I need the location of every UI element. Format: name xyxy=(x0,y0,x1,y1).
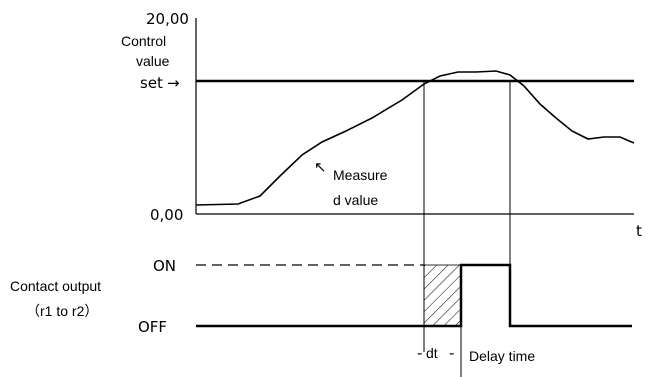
contact-output-title: Contact output xyxy=(10,278,101,294)
y-max-label: 20,00 xyxy=(146,10,189,28)
x-axis-label: t xyxy=(636,222,642,240)
contact-output-range: （r1 to r2） xyxy=(26,303,98,319)
measured-arrow: ↖ xyxy=(314,158,327,176)
dt-label: dt xyxy=(426,345,438,361)
set-label: set xyxy=(140,74,163,92)
dt-bracket-right: - xyxy=(449,344,454,362)
on-label: ON xyxy=(153,257,176,275)
measured-label-line2: d value xyxy=(333,192,378,208)
off-label: OFF xyxy=(138,318,167,336)
delay-time-label: Delay time xyxy=(469,348,535,364)
measured-value-curve xyxy=(195,70,635,206)
measured-label-line1: Measure xyxy=(333,167,388,183)
y-title-line2: value xyxy=(136,53,170,69)
contact-output-waveform xyxy=(196,263,632,328)
y-min-label: 0,00 xyxy=(150,206,183,224)
dt-bracket-left: - xyxy=(417,344,422,362)
y-title-line1: Control xyxy=(121,33,166,49)
dt-hatch xyxy=(423,264,462,327)
set-arrow: → xyxy=(167,74,180,92)
